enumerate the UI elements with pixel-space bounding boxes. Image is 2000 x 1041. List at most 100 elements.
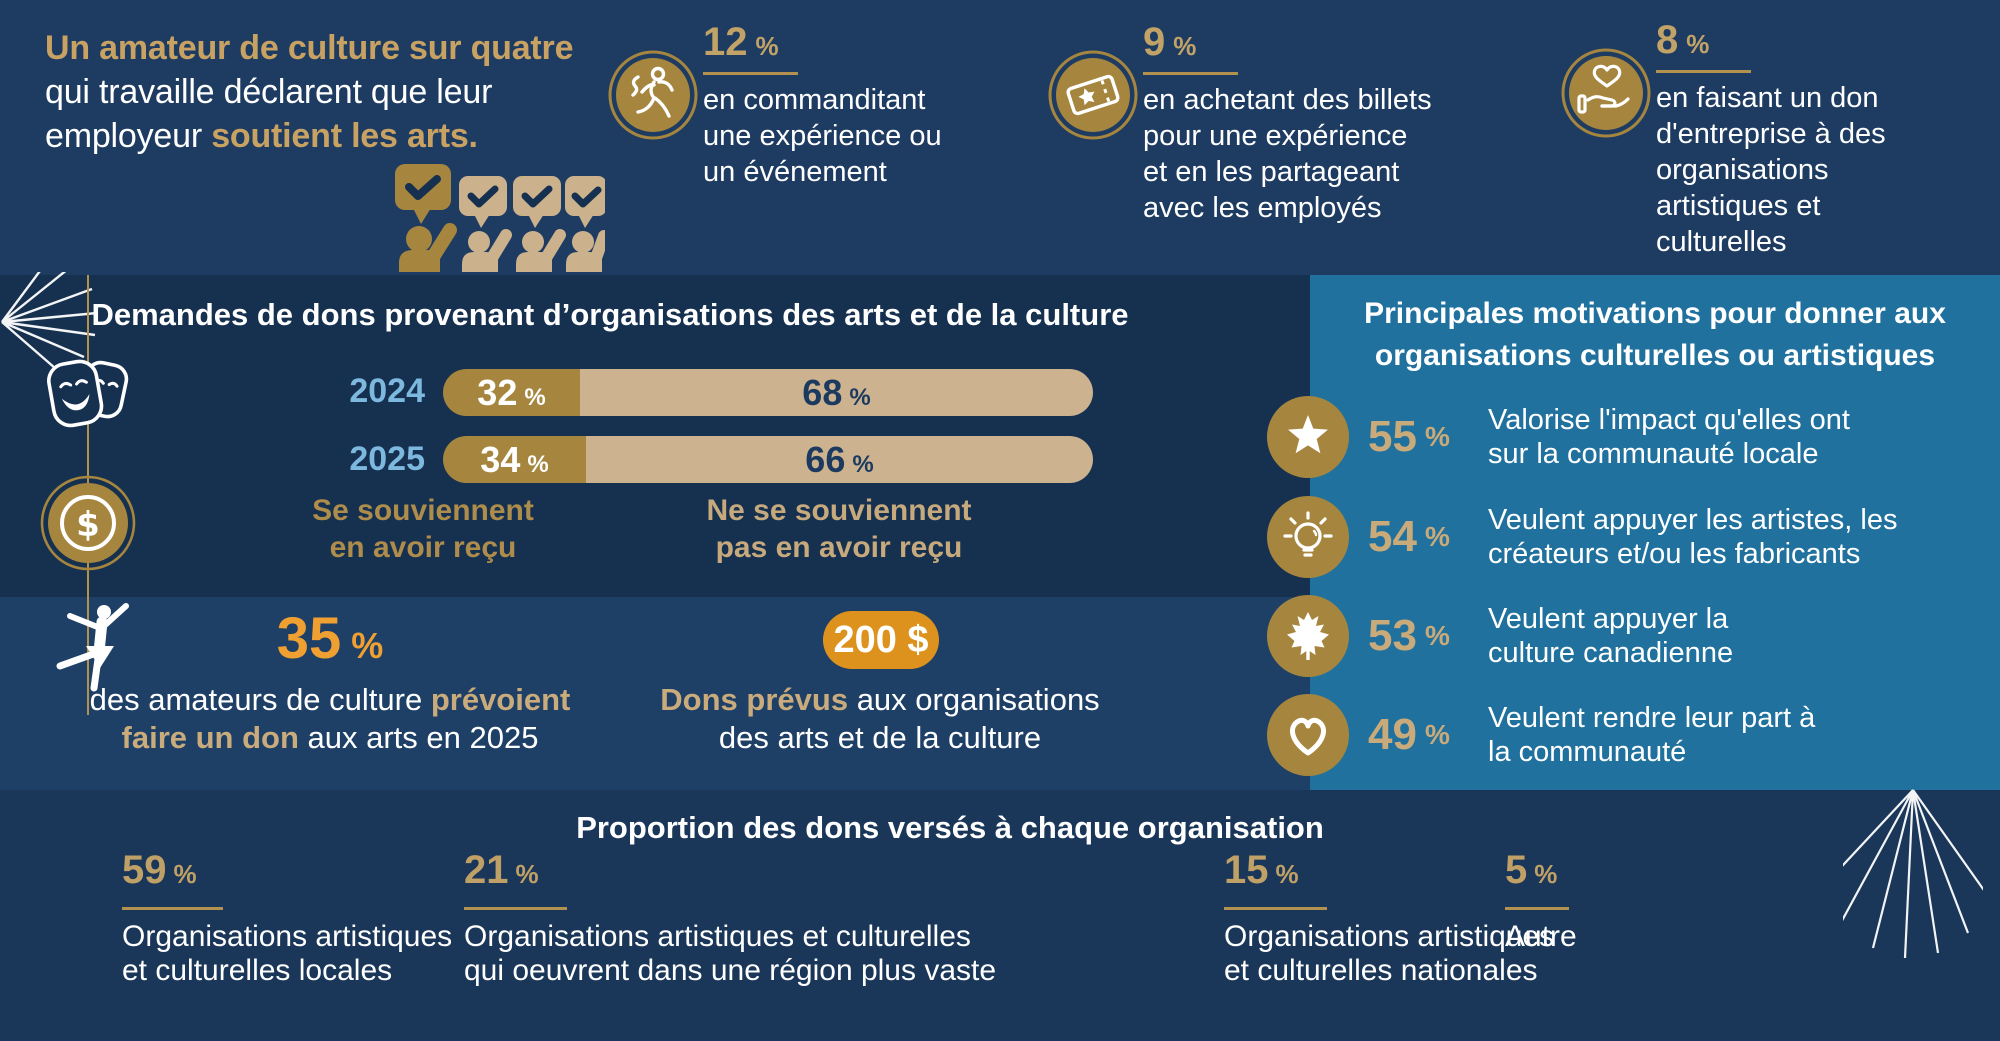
legend-line: en avoir reçu: [329, 531, 517, 564]
bar-value: 66%: [805, 439, 873, 481]
stat-line: une expérience ou: [703, 120, 942, 152]
headline-line3-gold: soutient les arts.: [211, 117, 478, 155]
stat-line: organisations: [1656, 154, 1829, 186]
legend-line: Se souviennent: [312, 494, 534, 527]
stat-description: en achetant des billets pour une expérie…: [1143, 82, 1432, 226]
stat-line: en faisant un don: [1656, 82, 1879, 114]
bar-2025-segment-no: 66%: [586, 436, 1093, 483]
motivation-pct: 49%: [1368, 693, 1450, 777]
stat-unit: %: [1686, 29, 1710, 59]
proportion-pct: 15%: [1224, 848, 1554, 893]
proportion-pct: 5%: [1505, 848, 1577, 893]
plan35-line2-gold: faire un don: [121, 720, 299, 755]
bar-2024: 32% 68%: [443, 369, 1093, 416]
legend-line: pas en avoir reçu: [715, 531, 963, 564]
stat-number: 9: [1143, 20, 1166, 64]
proportion-underline: [464, 907, 567, 910]
stat-underline: [1656, 70, 1751, 73]
bar-2025-segment-yes: 34%: [443, 436, 586, 483]
plans-band-bg: [0, 597, 1310, 790]
motivation-pct: 54%: [1368, 495, 1450, 579]
donations-title: Demandes de dons provenant d’organisatio…: [91, 297, 1129, 332]
motivation-number: 53: [1368, 611, 1417, 660]
plan200-line1-white: aux organisations: [848, 682, 1100, 717]
motivation-row-canadian-culture: 53% Veulent appuyer la culture canadienn…: [1267, 594, 2000, 678]
heart-icon: [1267, 694, 1349, 776]
bar-unit: %: [852, 450, 874, 478]
bottom-band-bg: [0, 790, 2000, 1041]
bar-2024-segment-no: 68%: [580, 369, 1093, 416]
ballet-dancer-icon: [48, 600, 148, 692]
bar-2024-segment-yes: 32%: [443, 369, 580, 416]
stat-description: en faisant un don d'entreprise à des org…: [1656, 80, 1886, 260]
motivation-text: Valorise l'impact qu'elles ont sur la co…: [1488, 395, 1988, 479]
motivation-text: Veulent appuyer les artistes, les créate…: [1488, 495, 1988, 579]
bar-unit: %: [849, 383, 871, 411]
proportion-line: Organisations artistiques: [122, 920, 453, 953]
header-band: [0, 0, 2000, 275]
proportion-underline: [122, 907, 223, 910]
bar-number: 32: [477, 371, 518, 413]
plan35-line1: des amateurs de culture prévoient: [40, 681, 620, 719]
motivations-title-line1: Principales motivations pour donner aux: [1364, 297, 1946, 330]
headline-line1: Un amateur de culture sur quatre: [45, 29, 574, 67]
plan35-line2-white: aux arts en 2025: [298, 720, 539, 755]
motivation-number: 54: [1368, 512, 1417, 561]
proportion-number: 5: [1505, 848, 1528, 892]
motivation-pct: 55%: [1368, 395, 1450, 479]
legend-not-remember: Ne se souviennent pas en avoir reçu: [644, 492, 1034, 566]
plan35-number: 35: [276, 606, 342, 671]
bar-value: 32%: [477, 372, 545, 414]
stat-underline: [703, 72, 798, 75]
stat-line: en commanditant: [703, 84, 926, 116]
proportion-unit: %: [1534, 859, 1558, 889]
dancer-icon: [608, 50, 698, 140]
bar-unit: %: [524, 383, 546, 411]
proportion-line: Organisations artistiques et culturelles: [464, 920, 971, 953]
rail-line: [87, 275, 89, 597]
proportion-unit: %: [1275, 859, 1299, 889]
motivation-row-support-artists: 54% Veulent appuyer les artistes, les cr…: [1267, 495, 2000, 579]
supporter-figure-3: [513, 176, 566, 272]
proportion-line: Organisations artistiques: [1224, 920, 1555, 953]
headline-line3: employeur soutient les arts.: [45, 114, 573, 158]
bar-value: 34%: [480, 439, 548, 481]
theatre-masks-icon: [46, 350, 132, 450]
proportion-text: Autre: [1505, 920, 1577, 954]
proportion-item-other: 5% Autre: [1505, 848, 1577, 954]
legend-remember: Se souviennent en avoir reçu: [263, 492, 583, 566]
motivation-unit: %: [1424, 620, 1450, 651]
motivation-line: Valorise l'impact qu'elles ont: [1488, 404, 1850, 436]
proportion-underline: [1224, 907, 1327, 910]
supporter-figure-lead: [395, 164, 457, 272]
bar-2025: 34% 66%: [443, 436, 1093, 483]
plan35-line1-white: des amateurs de culture: [89, 682, 431, 717]
amount-badge: 200 $: [823, 611, 939, 669]
motivations-title-line2: organisations culturelles ou artistiques: [1374, 339, 1936, 372]
motivation-pct: 53%: [1368, 594, 1450, 678]
bar-unit: %: [527, 450, 549, 478]
giving-hand-icon: [1561, 48, 1651, 138]
motivation-unit: %: [1424, 521, 1450, 552]
stat-number: 8: [1656, 18, 1679, 62]
proportion-unit: %: [515, 859, 539, 889]
stat-value: 12%: [703, 20, 779, 65]
proportion-underline: [1505, 907, 1569, 910]
motivation-number: 49: [1368, 710, 1417, 759]
proportion-unit: %: [173, 859, 197, 889]
headline: Un amateur de culture sur quatre qui tra…: [45, 26, 573, 158]
proportion-number: 15: [1224, 848, 1269, 892]
proportion-text: Organisations artistiques et culturelles…: [122, 920, 452, 988]
plan200-line1: Dons prévus aux organisations: [655, 681, 1105, 719]
motivation-row-community-impact: 55% Valorise l'impact qu'elles ont sur l…: [1267, 395, 2000, 479]
stat-value: 8%: [1656, 18, 1709, 63]
supporter-figure-2: [459, 176, 512, 272]
proportion-line: et culturelles locales: [122, 954, 393, 987]
proportion-line: et culturelles nationales: [1224, 954, 1538, 987]
proportion-item-national: 15% Organisations artistiques et culture…: [1224, 848, 1554, 988]
motivation-unit: %: [1424, 421, 1450, 452]
plan35-line2: faire un don aux arts en 2025: [40, 719, 620, 757]
bar-number: 34: [480, 438, 521, 480]
bar-number: 66: [805, 438, 846, 480]
motivations-panel-bg: [1310, 275, 2000, 790]
